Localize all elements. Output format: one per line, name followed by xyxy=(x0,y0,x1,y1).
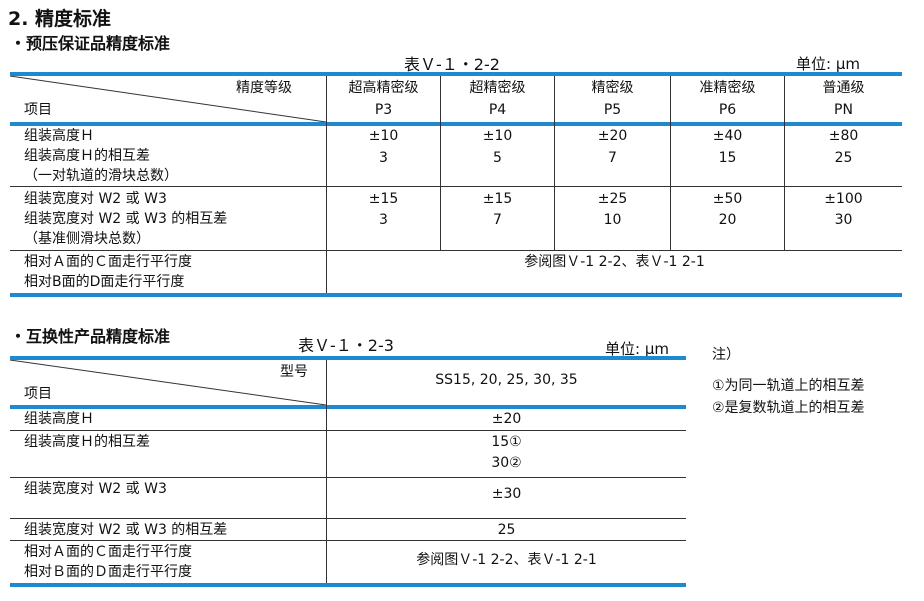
note-item: ①为同一轨道上的相互差 xyxy=(712,378,865,394)
table1-caption: 表Ｖ-１・2-2 xyxy=(404,55,500,74)
value-cell: ±20 xyxy=(491,411,522,427)
value-cell: ±100 xyxy=(824,191,863,207)
value-cell: ±15 xyxy=(482,191,513,207)
value-cell: 5 xyxy=(493,150,502,166)
table2-subtitle: ・互换性产品精度标准 xyxy=(10,327,171,346)
table2-caption: 表Ｖ-１・2-3 xyxy=(298,336,394,355)
value-cell: 3 xyxy=(379,150,388,166)
grade-name: 超精密级 xyxy=(469,80,526,96)
item-label: 相对B面的D面走行平行度 xyxy=(24,274,185,290)
table2-divider xyxy=(10,477,686,478)
table1-bottom-rule xyxy=(10,293,902,297)
item-label: 相对Ａ面的Ｃ面走行平行度 xyxy=(24,254,192,270)
item-label: （基准侧滑块总数） xyxy=(24,231,150,247)
value-cell: 30 xyxy=(834,212,853,228)
value-cell: 30② xyxy=(491,455,522,471)
table1-top-rule xyxy=(10,72,902,76)
table2-divider xyxy=(10,430,686,431)
grade-name: 超高精密级 xyxy=(348,80,419,96)
item-label: 组装高度Ｈ的相互差 xyxy=(24,434,150,450)
value-cell: 20 xyxy=(718,212,737,228)
item-label: 相对Ｂ面的Ｄ面走行平行度 xyxy=(24,564,192,580)
value-cell: ±80 xyxy=(828,128,859,144)
grade-name: 普通级 xyxy=(822,80,865,96)
grade-code: P4 xyxy=(488,102,507,118)
value-cell: 7 xyxy=(608,150,617,166)
item-label: 组装高度Ｈ的相互差 xyxy=(24,148,150,164)
table1-header-rule xyxy=(10,122,902,126)
item-label: 组装宽度对 W2 或 W3 xyxy=(24,481,167,497)
grade-name: 精密级 xyxy=(591,80,634,96)
grade-code: P5 xyxy=(603,102,622,118)
table2-header-item-label: 项目 xyxy=(24,386,52,402)
grade-name: 准精密级 xyxy=(699,80,756,96)
table1-vline xyxy=(670,76,671,250)
value-cell: 25 xyxy=(497,522,516,538)
item-label: 组装宽度对 W2 或 W3 的相互差 xyxy=(24,522,228,538)
value-cell: 3 xyxy=(379,212,388,228)
table1-vline xyxy=(440,76,441,250)
table2-header-diagonal xyxy=(10,360,326,405)
value-cell: ±40 xyxy=(712,128,743,144)
grade-code: P3 xyxy=(374,102,393,118)
item-label: 组装高度Ｈ xyxy=(24,411,94,427)
item-label: 组装高度Ｈ xyxy=(24,128,94,144)
table1-header-item-label: 项目 xyxy=(24,102,52,118)
table1-header-diagonal xyxy=(10,76,326,122)
table1-unit: 单位: μm xyxy=(796,55,860,73)
table1-divider xyxy=(10,250,902,251)
table1-vline xyxy=(784,76,785,250)
grade-code: P6 xyxy=(718,102,737,118)
model-list: SS15, 20, 25, 30, 35 xyxy=(435,372,578,388)
notes-title: 注） xyxy=(712,347,740,363)
value-cell: 15 xyxy=(718,150,737,166)
item-label: 组装宽度对 W2 或 W3 的相互差 xyxy=(24,211,228,227)
item-label: 组装宽度对 W2 或 W3 xyxy=(24,191,167,207)
reference-cell: 参阅图Ｖ-1 2-2、表Ｖ-1 2-1 xyxy=(416,552,597,568)
value-cell: ±30 xyxy=(491,486,522,502)
table1-divider xyxy=(10,186,902,187)
item-label: 相对Ａ面的Ｃ面走行平行度 xyxy=(24,544,192,560)
section-title: 2. 精度标准 xyxy=(8,8,112,30)
table2-divider xyxy=(10,540,686,541)
grade-code: PN xyxy=(834,102,853,118)
value-cell: 25 xyxy=(834,150,853,166)
value-cell: ±10 xyxy=(482,128,513,144)
table1-vline xyxy=(554,76,555,250)
value-cell: 7 xyxy=(493,212,502,228)
table2-vline xyxy=(326,360,327,583)
table2-bottom-rule xyxy=(10,583,686,587)
table1-header-grade-label: 精度等级 xyxy=(236,80,292,96)
table1-subtitle: ・预压保证品精度标准 xyxy=(10,34,171,53)
value-cell: 15① xyxy=(491,434,522,450)
reference-cell: 参阅图Ｖ-1 2-2、表Ｖ-1 2-1 xyxy=(524,254,705,270)
table2-header-model-label: 型号 xyxy=(280,364,308,380)
item-label: （一对轨道的滑块总数） xyxy=(24,168,178,184)
table2-unit: 单位: μm xyxy=(605,340,669,358)
table2-header-rule xyxy=(10,405,686,409)
value-cell: 10 xyxy=(603,212,622,228)
note-item: ②是复数轨道上的相互差 xyxy=(712,400,865,416)
value-cell: ±10 xyxy=(368,128,399,144)
table1-vline xyxy=(326,76,327,293)
value-cell: ±50 xyxy=(712,191,743,207)
value-cell: ±20 xyxy=(597,128,628,144)
table2-top-rule xyxy=(10,356,686,360)
table2-divider xyxy=(10,518,686,519)
value-cell: ±15 xyxy=(368,191,399,207)
value-cell: ±25 xyxy=(597,191,628,207)
